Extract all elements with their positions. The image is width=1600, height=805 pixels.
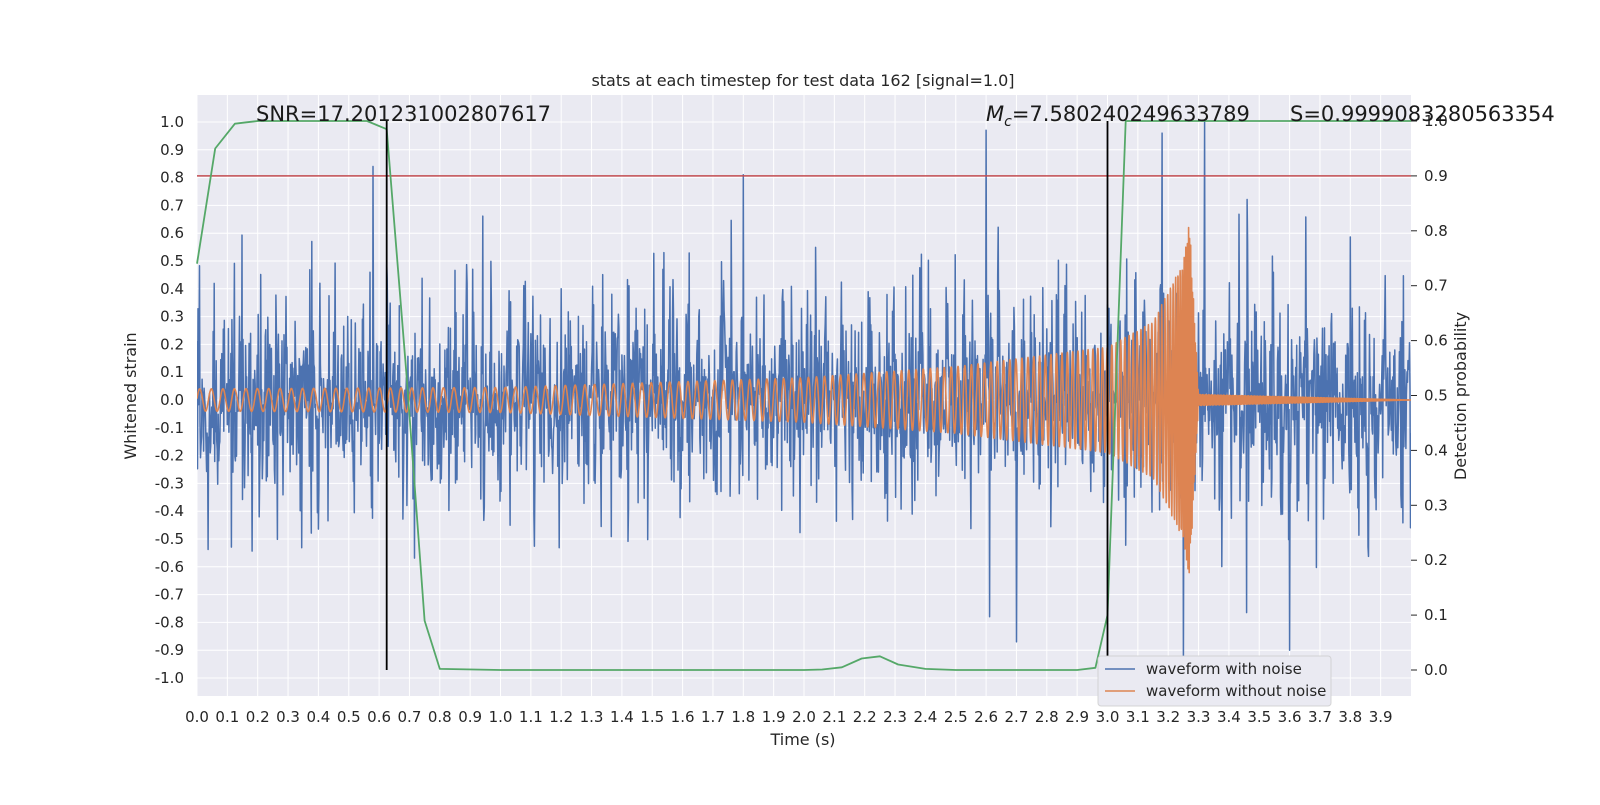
chart-title: stats at each timestep for test data 162… [591,71,1014,90]
y2-tick-label: 0.5 [1424,387,1448,405]
x-tick-label: 1.5 [640,708,664,726]
x-tick-label: 2.5 [944,708,968,726]
legend: waveform with noise waveform without noi… [1097,655,1332,707]
x-tick-label: 1.2 [549,708,573,726]
y2-tick-label: 1.0 [1424,112,1448,130]
x-tick-label: 1.1 [519,708,543,726]
y-tick-label: -0.1 [155,419,184,437]
x-tick-label: 0.1 [215,708,239,726]
y-tick-label: 0.9 [160,141,184,159]
mc-subscript: c [1004,114,1012,130]
legend-box [1097,655,1332,707]
y-tick-label: 0.2 [160,335,184,353]
y2-tick-label: 0.6 [1424,332,1448,350]
x-tick-label: 1.9 [762,708,786,726]
x-tick-label: 2.1 [822,708,846,726]
x-tick-label: 2.2 [853,708,877,726]
mc-value: =7.580240249633789 [1012,102,1250,126]
series-line-waveform-with-noise [197,121,1411,665]
x-tick-label: 3.2 [1156,708,1180,726]
y-tick-label: 0.1 [160,363,184,381]
y-tick-label: -0.7 [155,586,184,604]
series-layer [197,121,1411,665]
snr-annotation: SNR=17.201231002807617 [256,102,551,126]
y2-axis-label: Detection probability [1451,312,1470,480]
x-tick-label: 0.6 [367,708,391,726]
reference-layer [196,120,1411,671]
x-tick-label: 0.8 [428,708,452,726]
legend-label-noisy: waveform with noise [1146,660,1302,678]
y-tick-label: -0.3 [155,474,184,492]
x-tick-label: 1.6 [671,708,695,726]
y2-tick-label: 0.9 [1424,167,1448,185]
y-tick-label: 0.3 [160,308,184,326]
x-tick-label: 2.8 [1035,708,1059,726]
x-tick-label: 2.7 [1005,708,1029,726]
x-tick-label: 2.3 [883,708,907,726]
y-axis-label: Whitened strain [121,332,140,459]
y-tick-label: -0.8 [155,613,184,631]
x-tick-label: 2.9 [1065,708,1089,726]
series-line-waveform-without-noise [197,226,1411,574]
x-tick-label: 3.9 [1369,708,1393,726]
x-tick-label: 1.4 [610,708,634,726]
y-tick-label: -0.9 [155,641,184,659]
y-tick-label: 1.0 [160,113,184,131]
svg-text:Mc=7.580240249633789: Mc=7.580240249633789 [986,102,1250,130]
x-tick-label: 0.3 [276,708,300,726]
data-layer [197,121,1411,665]
x-tick-label: 0.9 [458,708,482,726]
x-tick-label: 0.0 [185,708,209,726]
x-tick-label: 3.8 [1338,708,1362,726]
y2-tick-label: 0.2 [1424,551,1448,569]
y2-tick-label: 0.4 [1424,441,1448,459]
y2-tick-label: 0.0 [1424,661,1448,679]
y-tick-label: -0.4 [155,502,184,520]
x-tick-label: 1.3 [580,708,604,726]
y2-tick-label: 0.7 [1424,277,1448,295]
x-tick-label: 3.1 [1126,708,1150,726]
x-tick-label: 3.5 [1247,708,1271,726]
x-tick-label: 3.3 [1187,708,1211,726]
legend-label-clean: waveform without noise [1146,682,1326,700]
y-tick-label: -0.2 [155,447,184,465]
tick-layer: 0.0 0.1 0.2 0.3 0.4 0.5 0.6 0.7 0.8 0.9 1.0 1.1 1.2 1… [155,112,1448,726]
y-tick-label: 0.4 [160,280,184,298]
x-tick-label: 3.4 [1217,708,1241,726]
x-tick-label: 1.0 [489,708,513,726]
x-axis-label: Time (s) [769,730,835,749]
y-tick-label: -0.6 [155,558,184,576]
x-tick-label: 0.7 [398,708,422,726]
y2-tick-label: 0.8 [1424,222,1448,240]
x-tick-label: 3.6 [1278,708,1302,726]
x-tick-label: 1.8 [731,708,755,726]
y-tick-label: -0.5 [155,530,184,548]
s-annotation: S=0.9999083280563354 [1290,102,1555,126]
x-tick-label: 0.5 [337,708,361,726]
y2-tick-label: 0.3 [1424,496,1448,514]
y-tick-label: 0.5 [160,252,184,270]
chirp-mass-annotation: Mc=7.580240249633789 [986,102,1250,130]
y-tick-label: 0.6 [160,224,184,242]
x-tick-label: 3.7 [1308,708,1332,726]
y-tick-label: -1.0 [155,669,184,687]
series-line-detection-probability [196,120,1411,671]
x-tick-label: 0.2 [246,708,270,726]
y-tick-label: 0.8 [160,169,184,187]
x-tick-label: 0.4 [306,708,330,726]
x-tick-label: 2.4 [913,708,937,726]
x-tick-label: 1.7 [701,708,725,726]
x-tick-label: 2.6 [974,708,998,726]
y2-tick-label: 0.1 [1424,606,1448,624]
x-tick-label: 2.0 [792,708,816,726]
x-tick-label: 3.0 [1096,708,1120,726]
y-tick-label: 0.0 [160,391,184,409]
mc-symbol: M [986,102,1004,126]
y-tick-label: 0.7 [160,196,184,214]
